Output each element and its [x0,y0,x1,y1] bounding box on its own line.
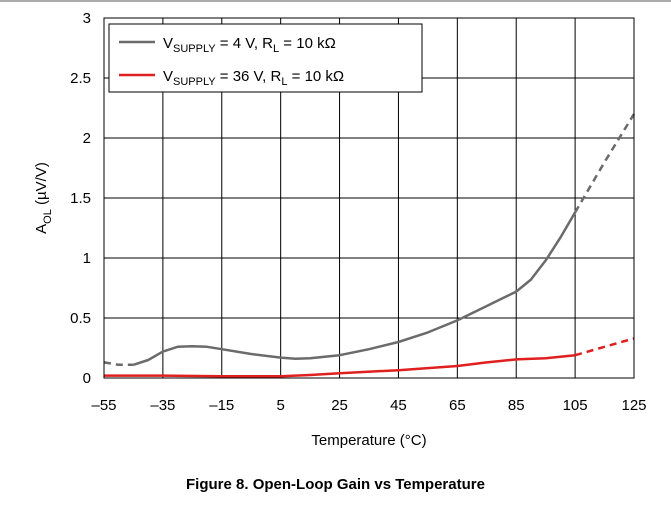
x-tick-label: –55 [91,397,116,414]
x-tick-label: –15 [209,397,234,414]
y-tick-label: 1 [83,250,91,267]
y-tick-label: 2.5 [70,70,91,87]
open-loop-gain-chart: –55 –35 –15 5 25 45 65 85 105 125 0 0.5 1 1.5 2 2.5 3 T… [0,0,671,449]
series-36v-dashed-end [574,337,635,357]
y-tick-label: 2 [83,130,91,147]
y-tick-label: 3 [83,10,91,27]
plot-frame [103,17,635,379]
x-tick-label: 105 [563,397,588,414]
legend-box [108,23,423,93]
x-axis-label: Temperature (°C) [311,432,426,449]
y-axis-label: AOL (µV/V) [33,162,54,234]
series-36v-line [104,353,576,378]
legend: VSUPPLY = 4 V, RL = 10 kΩ VSUPPLY = 36 V… [108,23,423,93]
legend-entry-4v: VSUPPLY = 4 V, RL = 10 kΩ [163,35,336,55]
figure-caption: Figure 8. Open-Loop Gain vs Temperature [186,476,485,493]
x-tick-label: 85 [508,397,525,414]
x-tick-label: 125 [621,397,646,414]
x-tick-label: 5 [276,397,284,414]
x-tick-label: 25 [331,397,348,414]
series-4v-line [133,211,577,366]
y-tick-label: 1.5 [70,190,91,207]
legend-entry-36v: VSUPPLY = 36 V, RL = 10 kΩ [163,68,344,88]
x-tick-label: –35 [150,397,175,414]
x-tick-labels: –55 –35 –15 5 25 45 65 85 105 125 [91,397,646,414]
x-tick-label: 65 [449,397,466,414]
series-layer [103,113,636,378]
y-tick-labels: 0 0.5 1 1.5 2 2.5 3 [70,10,91,387]
y-tick-label: 0.5 [70,310,91,327]
series-4v-dashed-start [103,361,134,367]
y-tick-label: 0 [83,370,91,387]
x-tick-label: 45 [390,397,407,414]
